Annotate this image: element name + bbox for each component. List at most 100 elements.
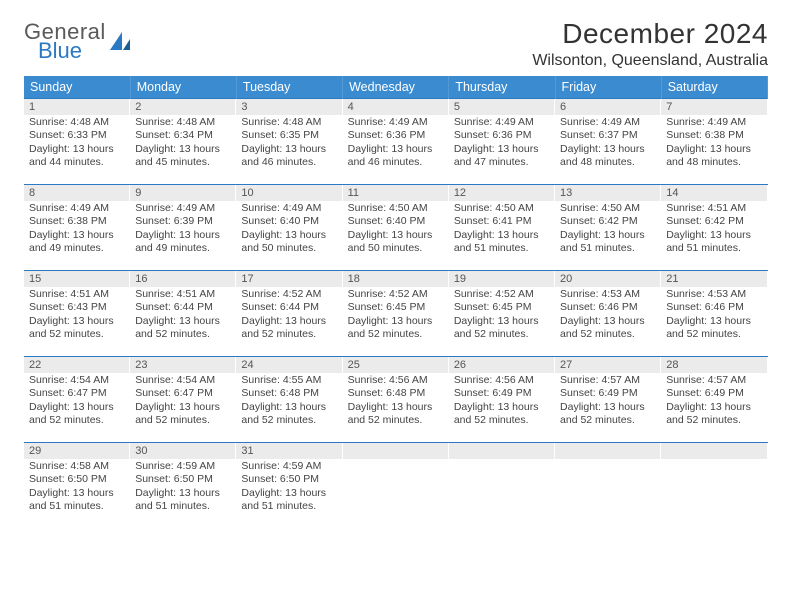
weekday-header: Sunday bbox=[24, 76, 130, 99]
sail-icon bbox=[108, 30, 134, 56]
day-details: Sunrise: 4:51 AMSunset: 6:44 PMDaylight:… bbox=[130, 287, 236, 345]
calendar-day-cell: 14Sunrise: 4:51 AMSunset: 6:42 PMDayligh… bbox=[661, 185, 767, 271]
day-number: 17 bbox=[236, 271, 342, 287]
sunset-line: Sunset: 6:50 PM bbox=[241, 473, 337, 486]
daylight-line: Daylight: 13 hours and 51 minutes. bbox=[29, 487, 125, 514]
day-number: 10 bbox=[236, 185, 342, 201]
day-details: Sunrise: 4:48 AMSunset: 6:33 PMDaylight:… bbox=[24, 115, 130, 173]
calendar-table: SundayMondayTuesdayWednesdayThursdayFrid… bbox=[24, 76, 768, 529]
daylight-line: Daylight: 13 hours and 48 minutes. bbox=[560, 143, 656, 170]
day-details: Sunrise: 4:51 AMSunset: 6:42 PMDaylight:… bbox=[661, 201, 767, 259]
calendar-day-cell: 22Sunrise: 4:54 AMSunset: 6:47 PMDayligh… bbox=[24, 357, 130, 443]
day-details: Sunrise: 4:49 AMSunset: 6:37 PMDaylight:… bbox=[555, 115, 661, 173]
sunset-line: Sunset: 6:43 PM bbox=[29, 301, 125, 314]
sunset-line: Sunset: 6:36 PM bbox=[454, 129, 550, 142]
day-details: Sunrise: 4:49 AMSunset: 6:38 PMDaylight:… bbox=[661, 115, 767, 173]
day-details: Sunrise: 4:59 AMSunset: 6:50 PMDaylight:… bbox=[130, 459, 236, 517]
sunrise-line: Sunrise: 4:56 AM bbox=[454, 374, 550, 387]
daylight-line: Daylight: 13 hours and 46 minutes. bbox=[348, 143, 444, 170]
calendar-day-cell: 1Sunrise: 4:48 AMSunset: 6:33 PMDaylight… bbox=[24, 99, 130, 185]
logo: General Blue bbox=[24, 18, 134, 62]
daylight-line: Daylight: 13 hours and 51 minutes. bbox=[241, 487, 337, 514]
sunrise-line: Sunrise: 4:57 AM bbox=[560, 374, 656, 387]
sunrise-line: Sunrise: 4:59 AM bbox=[135, 460, 231, 473]
day-number: 24 bbox=[236, 357, 342, 373]
day-details: Sunrise: 4:56 AMSunset: 6:48 PMDaylight:… bbox=[343, 373, 449, 431]
daylight-line: Daylight: 13 hours and 52 minutes. bbox=[29, 315, 125, 342]
day-number: 3 bbox=[236, 99, 342, 115]
day-details: Sunrise: 4:50 AMSunset: 6:40 PMDaylight:… bbox=[343, 201, 449, 259]
sunset-line: Sunset: 6:36 PM bbox=[348, 129, 444, 142]
day-details: Sunrise: 4:51 AMSunset: 6:43 PMDaylight:… bbox=[24, 287, 130, 345]
sunrise-line: Sunrise: 4:54 AM bbox=[29, 374, 125, 387]
weekday-header: Thursday bbox=[449, 76, 555, 99]
calendar-week-row: 29Sunrise: 4:58 AMSunset: 6:50 PMDayligh… bbox=[24, 443, 768, 529]
day-details: Sunrise: 4:53 AMSunset: 6:46 PMDaylight:… bbox=[555, 287, 661, 345]
sunrise-line: Sunrise: 4:56 AM bbox=[348, 374, 444, 387]
location-subtitle: Wilsonton, Queensland, Australia bbox=[532, 52, 768, 70]
daylight-line: Daylight: 13 hours and 52 minutes. bbox=[348, 315, 444, 342]
day-details: Sunrise: 4:59 AMSunset: 6:50 PMDaylight:… bbox=[236, 459, 342, 517]
day-details: Sunrise: 4:53 AMSunset: 6:46 PMDaylight:… bbox=[661, 287, 767, 345]
daylight-line: Daylight: 13 hours and 51 minutes. bbox=[560, 229, 656, 256]
calendar-day-cell: 9Sunrise: 4:49 AMSunset: 6:39 PMDaylight… bbox=[130, 185, 236, 271]
calendar-day-cell bbox=[449, 443, 555, 529]
day-details: Sunrise: 4:52 AMSunset: 6:45 PMDaylight:… bbox=[449, 287, 555, 345]
calendar-week-row: 1Sunrise: 4:48 AMSunset: 6:33 PMDaylight… bbox=[24, 99, 768, 185]
day-number: 14 bbox=[661, 185, 767, 201]
daylight-line: Daylight: 13 hours and 52 minutes. bbox=[135, 315, 231, 342]
calendar-week-row: 8Sunrise: 4:49 AMSunset: 6:38 PMDaylight… bbox=[24, 185, 768, 271]
day-details: Sunrise: 4:54 AMSunset: 6:47 PMDaylight:… bbox=[24, 373, 130, 431]
day-number: 18 bbox=[343, 271, 449, 287]
sunrise-line: Sunrise: 4:49 AM bbox=[29, 202, 125, 215]
calendar-day-cell: 11Sunrise: 4:50 AMSunset: 6:40 PMDayligh… bbox=[343, 185, 449, 271]
sunrise-line: Sunrise: 4:58 AM bbox=[29, 460, 125, 473]
calendar-day-cell: 21Sunrise: 4:53 AMSunset: 6:46 PMDayligh… bbox=[661, 271, 767, 357]
daylight-line: Daylight: 13 hours and 52 minutes. bbox=[241, 401, 337, 428]
day-number-bar-empty bbox=[449, 443, 555, 459]
weekday-header-row: SundayMondayTuesdayWednesdayThursdayFrid… bbox=[24, 76, 768, 99]
daylight-line: Daylight: 13 hours and 48 minutes. bbox=[666, 143, 762, 170]
calendar-day-cell: 30Sunrise: 4:59 AMSunset: 6:50 PMDayligh… bbox=[130, 443, 236, 529]
calendar-day-cell: 18Sunrise: 4:52 AMSunset: 6:45 PMDayligh… bbox=[343, 271, 449, 357]
sunset-line: Sunset: 6:38 PM bbox=[29, 215, 125, 228]
sunrise-line: Sunrise: 4:53 AM bbox=[560, 288, 656, 301]
calendar-day-cell: 19Sunrise: 4:52 AMSunset: 6:45 PMDayligh… bbox=[449, 271, 555, 357]
sunset-line: Sunset: 6:49 PM bbox=[560, 387, 656, 400]
weekday-header: Wednesday bbox=[343, 76, 449, 99]
day-number: 22 bbox=[24, 357, 130, 373]
day-details: Sunrise: 4:50 AMSunset: 6:42 PMDaylight:… bbox=[555, 201, 661, 259]
calendar-day-cell: 12Sunrise: 4:50 AMSunset: 6:41 PMDayligh… bbox=[449, 185, 555, 271]
day-number: 19 bbox=[449, 271, 555, 287]
sunset-line: Sunset: 6:49 PM bbox=[454, 387, 550, 400]
calendar-day-cell: 3Sunrise: 4:48 AMSunset: 6:35 PMDaylight… bbox=[236, 99, 342, 185]
daylight-line: Daylight: 13 hours and 51 minutes. bbox=[666, 229, 762, 256]
day-details: Sunrise: 4:52 AMSunset: 6:45 PMDaylight:… bbox=[343, 287, 449, 345]
sunset-line: Sunset: 6:38 PM bbox=[666, 129, 762, 142]
sunset-line: Sunset: 6:48 PM bbox=[241, 387, 337, 400]
day-number: 13 bbox=[555, 185, 661, 201]
day-details: Sunrise: 4:48 AMSunset: 6:34 PMDaylight:… bbox=[130, 115, 236, 173]
calendar-day-cell: 23Sunrise: 4:54 AMSunset: 6:47 PMDayligh… bbox=[130, 357, 236, 443]
sunrise-line: Sunrise: 4:53 AM bbox=[666, 288, 762, 301]
sunset-line: Sunset: 6:37 PM bbox=[560, 129, 656, 142]
daylight-line: Daylight: 13 hours and 52 minutes. bbox=[666, 401, 762, 428]
daylight-line: Daylight: 13 hours and 49 minutes. bbox=[29, 229, 125, 256]
daylight-line: Daylight: 13 hours and 52 minutes. bbox=[666, 315, 762, 342]
day-number: 2 bbox=[130, 99, 236, 115]
sunrise-line: Sunrise: 4:49 AM bbox=[454, 116, 550, 129]
sunset-line: Sunset: 6:42 PM bbox=[560, 215, 656, 228]
weekday-header: Monday bbox=[130, 76, 236, 99]
calendar-day-cell: 25Sunrise: 4:56 AMSunset: 6:48 PMDayligh… bbox=[343, 357, 449, 443]
sunset-line: Sunset: 6:44 PM bbox=[241, 301, 337, 314]
calendar-day-cell: 15Sunrise: 4:51 AMSunset: 6:43 PMDayligh… bbox=[24, 271, 130, 357]
sunset-line: Sunset: 6:45 PM bbox=[348, 301, 444, 314]
sunrise-line: Sunrise: 4:48 AM bbox=[135, 116, 231, 129]
calendar-day-cell: 6Sunrise: 4:49 AMSunset: 6:37 PMDaylight… bbox=[555, 99, 661, 185]
sunrise-line: Sunrise: 4:52 AM bbox=[454, 288, 550, 301]
daylight-line: Daylight: 13 hours and 50 minutes. bbox=[348, 229, 444, 256]
calendar-day-cell: 27Sunrise: 4:57 AMSunset: 6:49 PMDayligh… bbox=[555, 357, 661, 443]
day-details: Sunrise: 4:48 AMSunset: 6:35 PMDaylight:… bbox=[236, 115, 342, 173]
sunrise-line: Sunrise: 4:51 AM bbox=[666, 202, 762, 215]
sunset-line: Sunset: 6:46 PM bbox=[666, 301, 762, 314]
